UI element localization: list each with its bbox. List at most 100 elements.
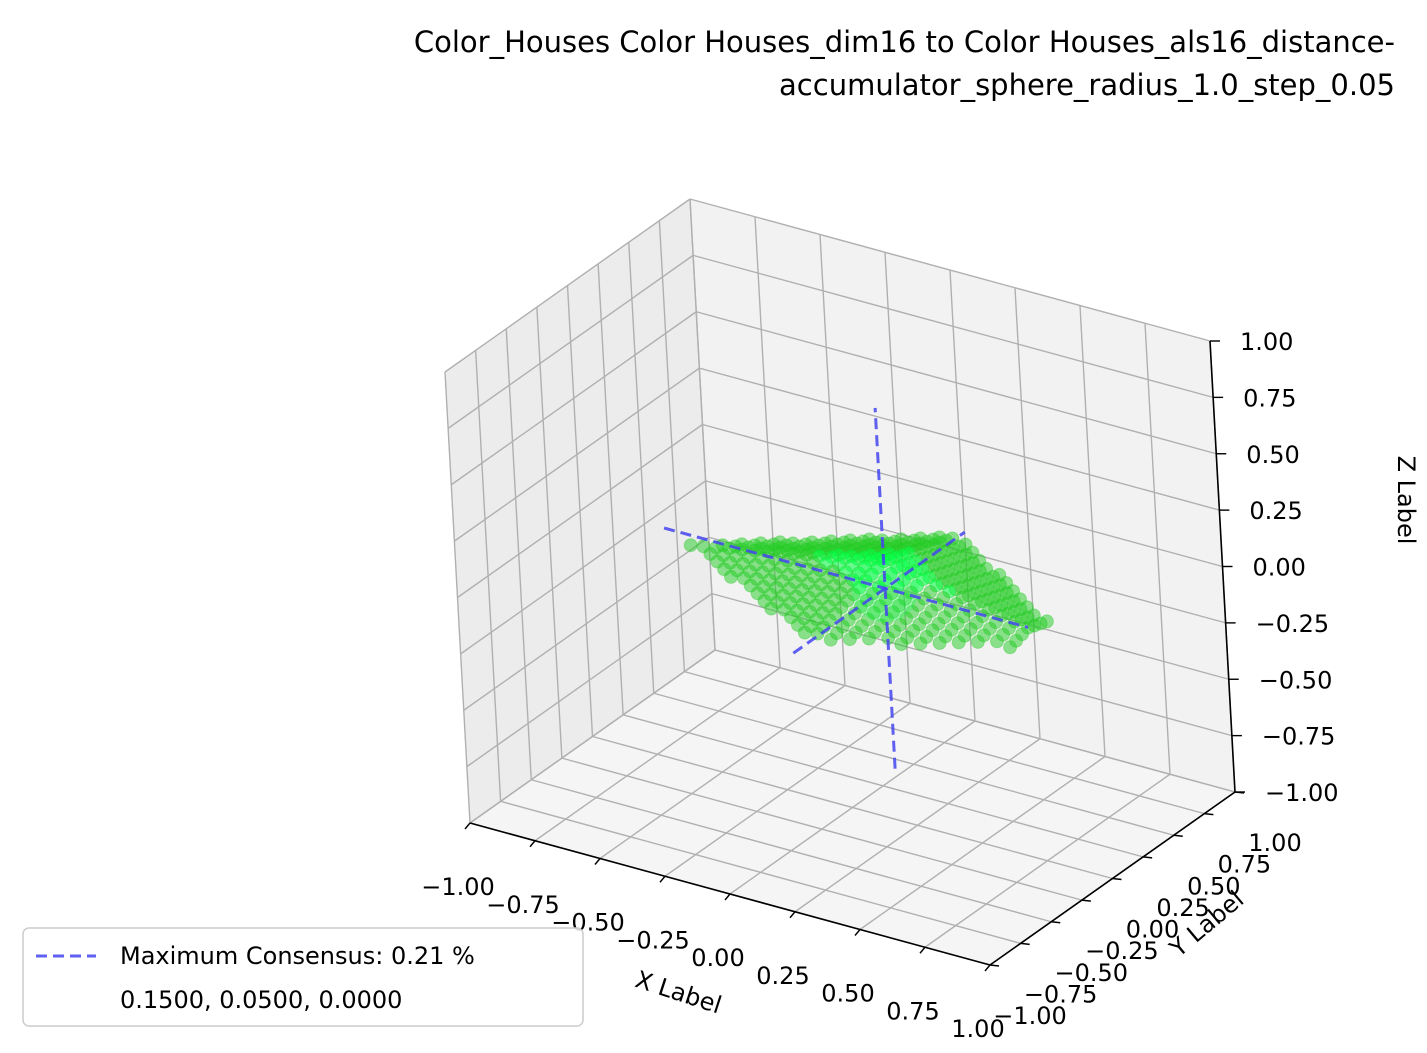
title-line-1: Color_Houses Color Houses_dim16 to Color…	[414, 25, 1395, 59]
grid-line	[457, 423, 703, 599]
z-tick-label: −0.75	[1262, 723, 1336, 751]
data-point	[894, 637, 909, 652]
data-point	[970, 634, 985, 649]
y-tick-label: −0.25	[1085, 937, 1159, 965]
grid-line	[622, 714, 1144, 858]
grid-line	[444, 198, 691, 373]
tick-mark	[1173, 834, 1183, 837]
grid-line	[628, 242, 655, 694]
data-point	[823, 632, 838, 647]
tick-mark	[464, 822, 471, 830]
chart-title: Color_Houses Color Houses_dim16 to Color…	[414, 25, 1395, 102]
x-tick-label: 1.00	[951, 1015, 1004, 1043]
data-point	[1003, 640, 1018, 655]
data-point	[990, 634, 1004, 649]
grid-line	[658, 220, 686, 672]
tick-mark	[1020, 942, 1030, 946]
tick-mark	[989, 964, 1000, 967]
y-tick-label: −0.50	[1055, 959, 1129, 987]
data-point	[797, 625, 812, 640]
consensus-lines	[663, 407, 1029, 769]
y-tick-label: −0.75	[1024, 980, 1098, 1008]
y-tick-label: 1.00	[1248, 829, 1301, 857]
tick-mark	[919, 946, 926, 954]
tick-mark	[854, 929, 861, 936]
data-point	[913, 636, 928, 651]
y-tick-label: 0.25	[1156, 894, 1209, 922]
z-tick-label: 0.75	[1243, 384, 1296, 412]
data-point	[724, 569, 738, 584]
grid-line	[699, 367, 1220, 511]
grid-line	[684, 670, 1205, 815]
tick-mark	[1051, 921, 1061, 924]
data-point	[683, 538, 698, 553]
grid-line	[702, 423, 1223, 568]
legend-entry-coordinates: 0.1500, 0.0500, 0.0000	[120, 986, 402, 1014]
tick-mark	[984, 964, 991, 972]
tick-mark	[1204, 812, 1214, 816]
data-point	[951, 635, 966, 650]
tick-mark	[1234, 791, 1245, 794]
grid-line	[692, 254, 1214, 399]
tick-mark	[659, 875, 666, 883]
z-tick-label: 0.00	[1253, 554, 1306, 582]
consensus-line-y	[792, 530, 966, 655]
x-tick-label: 0.00	[691, 944, 744, 972]
grid-lines	[444, 198, 1236, 966]
grid-line	[696, 311, 1217, 455]
z-axis-label: Z Label	[1392, 456, 1420, 545]
legend-entry-consensus: Maximum Consensus: 0.21 %	[120, 942, 475, 970]
tick-mark	[789, 911, 796, 919]
grid-line	[453, 367, 700, 542]
grid-line	[924, 773, 1171, 948]
tick-mark	[1112, 877, 1122, 881]
y-tick-label: 0.75	[1218, 851, 1271, 879]
z-tick-label: 0.50	[1246, 441, 1299, 469]
x-tick-label: 0.50	[821, 980, 874, 1008]
grid-line	[447, 254, 694, 429]
data-point	[862, 631, 876, 646]
z-tick-label: 1.00	[1240, 328, 1293, 356]
legend-box	[22, 927, 584, 1027]
consensus-line-z	[873, 407, 897, 769]
y-tick-label: 0.00	[1126, 916, 1179, 944]
x-tick-label: 0.75	[886, 997, 939, 1025]
grid-line	[714, 649, 1236, 793]
y-tick-label: 0.50	[1187, 872, 1240, 900]
data-point	[842, 632, 857, 647]
consensus-line-x	[663, 526, 1029, 629]
grid-line	[597, 263, 624, 715]
grid-line	[450, 311, 697, 486]
z-tick-label: −1.00	[1265, 779, 1339, 807]
x-tick-label: −1.00	[421, 873, 495, 901]
y-tick-label: −1.00	[993, 1002, 1067, 1030]
title-line-2: accumulator_sphere_radius_1.0_step_0.05	[779, 68, 1395, 102]
tick-mark	[1081, 899, 1091, 902]
grid-line	[689, 198, 716, 651]
data-point	[932, 636, 947, 650]
grid-line	[592, 735, 1113, 880]
x-tick-label: 0.25	[756, 962, 809, 990]
grid-line	[689, 198, 1211, 342]
z-tick-label: 0.25	[1249, 497, 1302, 525]
grid-line	[1144, 323, 1171, 775]
grid-line	[1014, 287, 1041, 739]
tick-mark	[1143, 856, 1153, 859]
grid-line	[859, 755, 1106, 931]
x-axis-label: X Label	[632, 965, 725, 1019]
point-cloud	[683, 530, 1054, 655]
tick-mark	[529, 840, 536, 848]
z-tick-label: −0.50	[1259, 666, 1333, 694]
tick-mark	[724, 893, 731, 901]
grid-line	[794, 738, 1041, 913]
data-point	[764, 601, 779, 616]
grid-line	[653, 692, 1174, 836]
legend: Maximum Consensus: 0.21 % 0.1500, 0.0500…	[22, 927, 584, 1027]
grid-line	[1079, 305, 1106, 757]
x-tick-label: −0.75	[486, 891, 560, 919]
tick-mark	[594, 858, 601, 865]
tick-labels: −1.00−1.00−1.00−0.75−0.75−0.75−0.50−0.50…	[421, 328, 1338, 1043]
x-tick-label: −0.25	[616, 926, 690, 954]
z-tick-label: −0.25	[1256, 610, 1330, 638]
